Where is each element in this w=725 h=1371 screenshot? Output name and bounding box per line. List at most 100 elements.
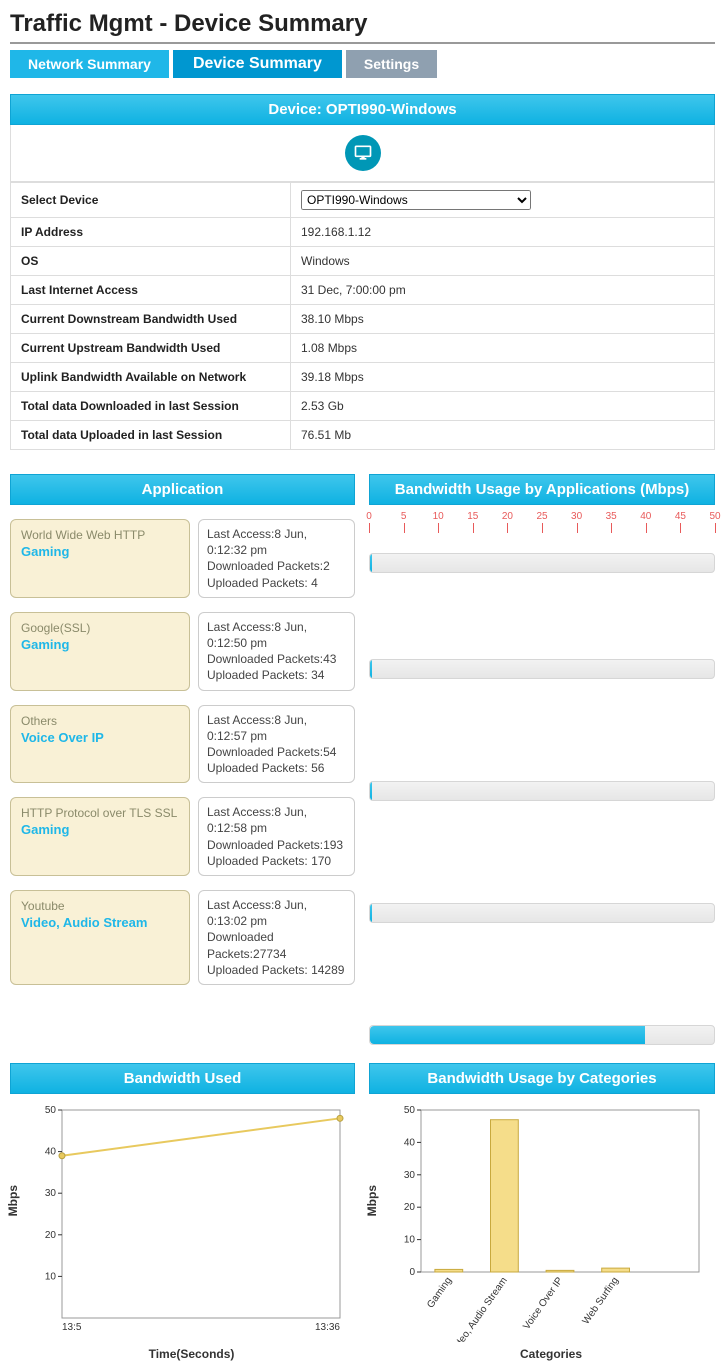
svg-text:0: 0 (409, 1267, 415, 1278)
info-row: Last Internet Access31 Dec, 7:00:00 pm (11, 276, 715, 305)
line-chart: 10 20 30 40 50 13:5 13:36 (28, 1102, 348, 1342)
svg-text:20: 20 (404, 1202, 416, 1213)
app-name: Youtube (21, 899, 179, 913)
page-title: Traffic Mgmt - Device Summary (10, 10, 715, 38)
app-card[interactable]: World Wide Web HTTP Gaming (10, 519, 190, 598)
title-underline (10, 42, 715, 44)
svg-text:40: 40 (45, 1147, 57, 1158)
bandwidth-scale: 05101520253035404550 (369, 511, 715, 539)
label-select-device: Select Device (11, 183, 291, 218)
scale-tick: 15 (467, 511, 478, 522)
info-value: Windows (291, 247, 715, 276)
info-row: OSWindows (11, 247, 715, 276)
scale-tick: 25 (536, 511, 547, 522)
header-bw-used: Bandwidth Used (10, 1063, 355, 1094)
svg-text:10: 10 (45, 1271, 57, 1282)
app-detail: Last Access:8 Jun, 0:12:57 pm Downloaded… (198, 705, 355, 784)
svg-text:13:5: 13:5 (62, 1322, 82, 1333)
app-row: World Wide Web HTTP Gaming Last Access:8 J… (10, 519, 355, 598)
app-detail: Last Access:8 Jun, 0:12:58 pm Downloaded… (198, 797, 355, 876)
svg-text:Voice Over IP: Voice Over IP (521, 1275, 565, 1332)
scale-tick: 50 (709, 511, 720, 522)
app-card[interactable]: Others Voice Over IP (10, 705, 190, 784)
info-row: Current Upstream Bandwidth Used1.08 Mbps (11, 334, 715, 363)
svg-text:Gaming: Gaming (425, 1275, 454, 1310)
bandwidth-bar-fill (370, 660, 372, 678)
bar-chart-xlabel: Categories (387, 1347, 715, 1361)
scale-tick: 35 (606, 511, 617, 522)
scale-tick: 10 (433, 511, 444, 522)
monitor-icon (345, 135, 381, 171)
device-header: Device: OPTI990-Windows (10, 94, 715, 125)
info-label: Current Downstream Bandwidth Used (11, 305, 291, 334)
app-name: Google(SSL) (21, 621, 179, 635)
svg-text:30: 30 (45, 1188, 57, 1199)
info-value: 2.53 Gb (291, 392, 715, 421)
info-label: OS (11, 247, 291, 276)
app-row: HTTP Protocol over TLS SSLGamingLast Acc… (10, 797, 355, 876)
app-row: Others Voice Over IP Last Access:8 Jun, 0:… (10, 705, 355, 784)
header-application: Application (10, 474, 355, 505)
info-label: Total data Downloaded in last Session (11, 392, 291, 421)
scale-tick: 20 (502, 511, 513, 522)
line-chart-ylabel: Mbps (6, 1184, 20, 1215)
app-detail: Last Access:8 Jun, 0:13:02 pm Downloaded… (198, 890, 355, 985)
bandwidth-bar (369, 659, 715, 679)
info-row: IP Address192.168.1.12 (11, 218, 715, 247)
info-row: Total data Uploaded in last Session76.51… (11, 421, 715, 450)
svg-text:Web Surfing: Web Surfing (581, 1275, 621, 1326)
svg-text:Video, Audio Stream: Video, Audio Stream (449, 1275, 510, 1342)
app-category: Video, Audio Stream (21, 915, 179, 930)
tabs: Network Summary Device Summary Settings (10, 50, 715, 78)
app-detail: Last Access:8 Jun, 0:12:50 pm Downloaded… (198, 612, 355, 691)
scale-tick: 0 (366, 511, 372, 522)
bar-chart-ylabel: Mbps (365, 1184, 379, 1215)
svg-text:13:36: 13:36 (315, 1322, 340, 1333)
bandwidth-bar-fill (370, 782, 372, 800)
info-label: Current Upstream Bandwidth Used (11, 334, 291, 363)
bandwidth-bar (369, 553, 715, 573)
tab-settings[interactable]: Settings (346, 50, 437, 78)
tab-network-summary[interactable]: Network Summary (10, 50, 169, 78)
info-label: Total data Uploaded in last Session (11, 421, 291, 450)
info-value: 76.51 Mb (291, 421, 715, 450)
scale-tick: 30 (571, 511, 582, 522)
app-category: Gaming (21, 822, 179, 837)
info-value: 38.10 Mbps (291, 305, 715, 334)
bandwidth-bar (369, 903, 715, 923)
header-bw-apps: Bandwidth Usage by Applications (Mbps) (369, 474, 715, 505)
svg-text:20: 20 (45, 1230, 57, 1241)
bandwidth-bar (369, 1025, 715, 1045)
device-icon-row (10, 125, 715, 182)
svg-text:10: 10 (404, 1235, 416, 1246)
app-card[interactable]: HTTP Protocol over TLS SSLGaming (10, 797, 190, 876)
tab-device-summary[interactable]: Device Summary (173, 50, 342, 78)
select-device-dropdown[interactable]: OPTI990-Windows (301, 190, 531, 210)
app-name: World Wide Web HTTP (21, 528, 179, 542)
bandwidth-bar-fill (370, 554, 372, 572)
app-card[interactable]: Google(SSL) Gaming (10, 612, 190, 691)
app-detail: Last Access:8 Jun, 0:12:32 pm Downloaded… (198, 519, 355, 598)
svg-text:40: 40 (404, 1137, 416, 1148)
scale-tick: 45 (675, 511, 686, 522)
app-category: Gaming (21, 637, 179, 652)
info-value: 192.168.1.12 (291, 218, 715, 247)
info-label: Last Internet Access (11, 276, 291, 305)
bandwidth-bar-fill (370, 1026, 645, 1044)
app-category: Gaming (21, 544, 179, 559)
bar-chart: 01020304050GamingVideo, Audio StreamVoic… (387, 1102, 707, 1342)
svg-text:50: 50 (404, 1105, 416, 1116)
app-card[interactable]: Youtube Video, Audio Stream (10, 890, 190, 985)
line-chart-xlabel: Time(Seconds) (28, 1347, 355, 1361)
app-row: Google(SSL) Gaming Last Access:8 Jun, 0:12… (10, 612, 355, 691)
header-bw-cats: Bandwidth Usage by Categories (369, 1063, 715, 1094)
scale-tick: 5 (401, 511, 407, 522)
app-category: Voice Over IP (21, 730, 179, 745)
info-label: IP Address (11, 218, 291, 247)
svg-text:50: 50 (45, 1105, 57, 1116)
bandwidth-bar-fill (370, 904, 372, 922)
bandwidth-bar (369, 781, 715, 801)
info-label: Uplink Bandwidth Available on Network (11, 363, 291, 392)
app-name: Others (21, 714, 179, 728)
row-select-device: Select Device OPTI990-Windows (11, 183, 715, 218)
